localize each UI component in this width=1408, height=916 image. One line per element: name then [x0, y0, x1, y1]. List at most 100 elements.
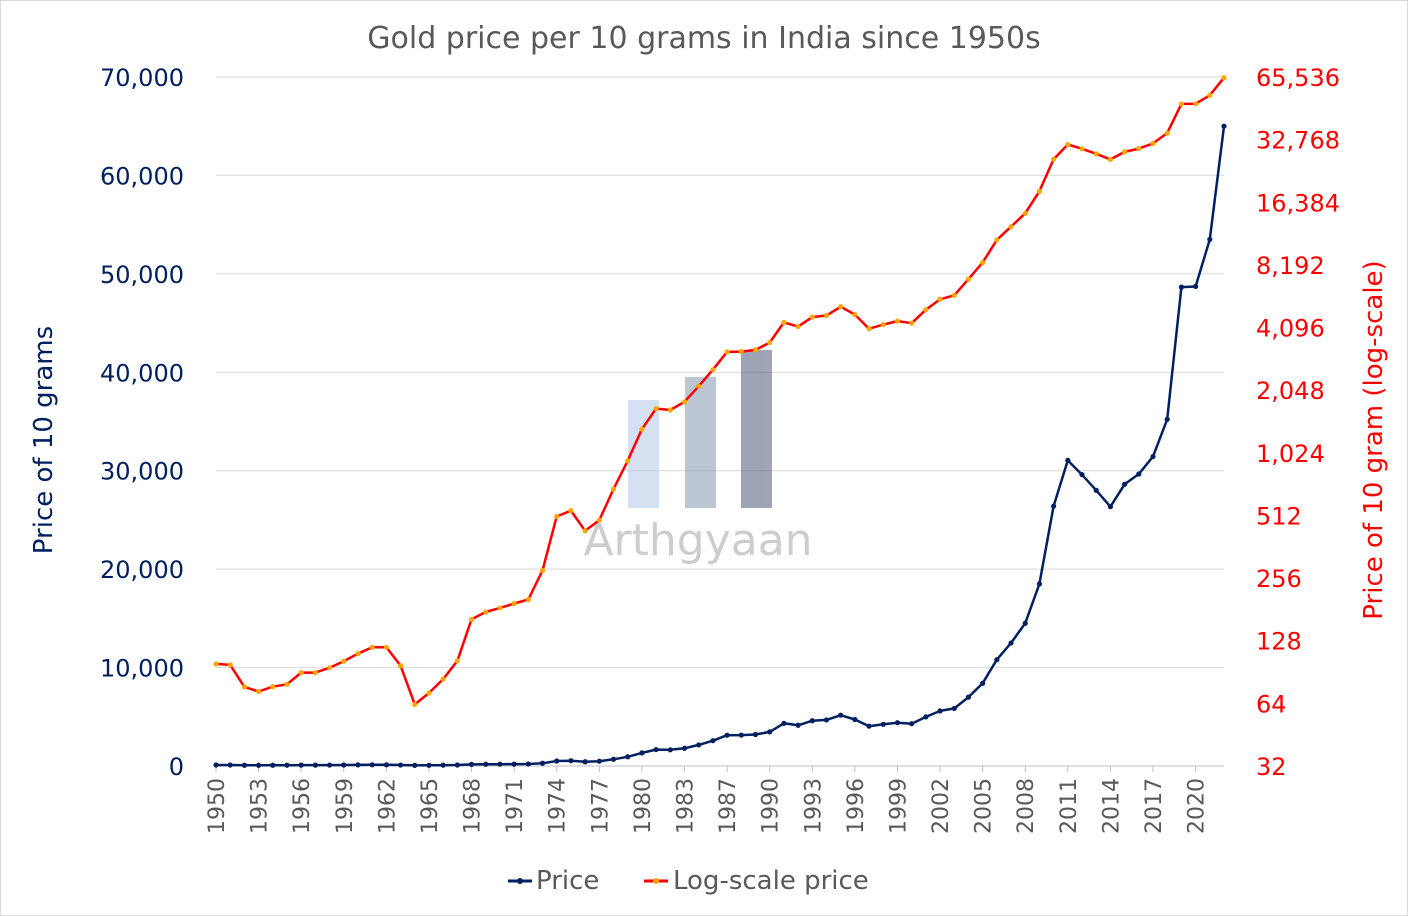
x-tick-label: 1959 — [333, 778, 358, 834]
log-price-point — [852, 312, 858, 318]
price-point — [1093, 487, 1099, 493]
price-point — [1079, 472, 1085, 478]
price-point — [412, 762, 418, 768]
x-tick-label: 1968 — [461, 778, 486, 834]
log-price-point — [412, 701, 418, 708]
price-point — [454, 762, 460, 768]
left-tick-label: 30,000 — [100, 458, 184, 486]
x-tick-label: 2014 — [1099, 778, 1124, 834]
log-price-point — [681, 399, 688, 405]
x-tick-label: 1971 — [503, 778, 528, 834]
log-price-point — [1178, 101, 1185, 107]
right-tick-label: 64 — [1256, 690, 1287, 718]
log-price-point — [909, 320, 915, 326]
price-point — [625, 754, 631, 760]
legend-log-label: Log-scale price — [673, 866, 869, 896]
price-point — [1136, 471, 1142, 477]
right-axis-ticks: 32 64 128 256 512 1,024 2,048 4,096 8,192 16,384 3… — [1256, 64, 1340, 781]
log-price-point — [653, 406, 659, 412]
y2-axis-label: Price of 10 gram (log-scale) — [1359, 260, 1389, 619]
legend-log-marker — [653, 878, 659, 884]
right-tick-label: 32,768 — [1256, 127, 1340, 155]
price-point — [582, 759, 588, 765]
price-point — [639, 750, 645, 756]
log-price-point — [1122, 149, 1128, 155]
x-tick-label: 1950 — [205, 778, 230, 834]
x-tick-label: 1956 — [290, 778, 315, 834]
x-tick-label: 1980 — [631, 778, 656, 834]
log-price-point — [809, 314, 815, 320]
price-point — [681, 745, 688, 751]
watermark-bar-1 — [628, 400, 659, 508]
log-price-point — [724, 349, 730, 355]
price-point — [880, 721, 886, 727]
price-point — [554, 758, 560, 764]
log-price-point — [397, 663, 404, 669]
x-tick-label: 1993 — [801, 778, 826, 834]
price-point — [923, 714, 929, 720]
log-price-point — [255, 688, 262, 695]
right-tick-label: 16,384 — [1256, 189, 1340, 217]
log-price-point — [241, 684, 247, 690]
log-price-point — [383, 644, 389, 650]
log-price-point — [781, 319, 787, 326]
log-price-point — [326, 665, 333, 671]
right-tick-label: 1,024 — [1256, 440, 1325, 468]
price-point — [426, 762, 432, 768]
price-point — [468, 761, 475, 768]
watermark-logo: Arthgyaan — [583, 350, 813, 566]
log-price-point — [1221, 75, 1227, 81]
price-point — [284, 762, 290, 768]
log-price-point — [1193, 101, 1199, 107]
price-point — [1107, 504, 1114, 510]
legend: Price Log-scale price — [508, 866, 869, 896]
log-price-point — [696, 383, 702, 389]
log-price-point — [1008, 224, 1014, 230]
price-point — [838, 712, 844, 718]
x-tick-label: 2011 — [1057, 778, 1082, 834]
log-price-point — [1107, 156, 1114, 162]
log-price-point — [483, 609, 489, 615]
price-point — [1221, 123, 1227, 129]
price-point — [1008, 640, 1014, 646]
log-price-point — [767, 340, 773, 346]
log-price-point — [1051, 156, 1057, 162]
log-price-point — [795, 323, 801, 330]
log-price-point — [1079, 146, 1085, 152]
log-price-point — [440, 676, 446, 682]
price-point — [1065, 457, 1071, 463]
price-point — [1036, 581, 1043, 587]
log-price-point — [270, 684, 276, 690]
price-point — [483, 761, 489, 767]
log-price-point — [582, 528, 588, 534]
x-tick-label: 1987 — [716, 778, 741, 834]
log-price-point — [355, 651, 361, 657]
price-point — [823, 717, 830, 723]
right-tick-label: 2,048 — [1256, 377, 1325, 405]
x-tick-label: 1953 — [248, 778, 273, 834]
price-point — [213, 762, 219, 768]
price-point — [511, 761, 517, 767]
price-point — [667, 747, 673, 753]
watermark-bar-2 — [685, 377, 716, 508]
log-price-point — [298, 669, 304, 676]
price-point — [937, 708, 943, 714]
log-price-point — [866, 326, 872, 332]
x-tick-label: 1965 — [418, 778, 443, 834]
log-price-point — [1150, 140, 1156, 146]
log-price-point — [596, 517, 602, 523]
price-point — [298, 762, 304, 768]
log-price-point — [823, 312, 830, 319]
y-axis-label: Price of 10 grams — [29, 326, 59, 554]
right-tick-label: 65,536 — [1256, 64, 1340, 92]
right-tick-label: 512 — [1256, 502, 1302, 530]
price-point — [440, 762, 446, 768]
log-price-point — [951, 292, 957, 298]
left-tick-label: 10,000 — [100, 655, 184, 683]
log-price-point — [880, 321, 886, 328]
log-price-point — [568, 508, 574, 514]
left-tick-label: 50,000 — [100, 261, 184, 289]
log-price-point — [710, 367, 716, 373]
left-tick-label: 20,000 — [100, 556, 184, 584]
